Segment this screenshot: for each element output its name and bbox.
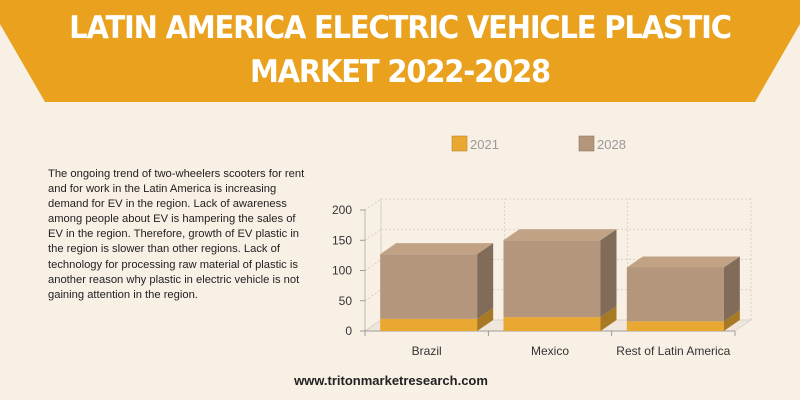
bar-brazil-2028: [380, 243, 494, 319]
bar-brazil-2021: [380, 307, 494, 331]
legend-label-2028: 2028: [597, 137, 626, 152]
bar-side-face: [600, 229, 617, 318]
bar-rest-of-latin-america-2028: [626, 256, 740, 322]
page-title-line-1: LATIN AMERICA ELECTRIC VEHICLE PLASTIC: [69, 8, 732, 46]
title-banner: [0, 0, 800, 102]
bar-mexico-2021: [503, 306, 617, 331]
bar-side-face: [600, 306, 617, 331]
y-tick-label: 100: [332, 264, 352, 278]
y-tick-label: 50: [339, 294, 353, 308]
bar-front-face: [380, 254, 478, 319]
x-category-label: Rest of Latin America: [616, 344, 730, 358]
y-tick-label: 150: [332, 233, 352, 247]
bar-side-face: [723, 256, 740, 322]
legend-label-2021: 2021: [470, 137, 499, 152]
bar-top-face: [503, 229, 617, 241]
bar-front-face: [626, 321, 724, 331]
legend-swatch-2028: [578, 135, 595, 152]
page-title-line-2: MARKET 2022-2028: [249, 52, 551, 90]
chart-legend: 2021 2028: [451, 135, 626, 152]
y-tick-label: 200: [332, 203, 352, 217]
bar-front-face: [503, 240, 601, 318]
bar-front-face: [380, 318, 478, 331]
y-tick-label: 0: [345, 324, 352, 338]
legend-swatch-2021: [451, 135, 468, 152]
x-category-label: Brazil: [412, 344, 442, 358]
bar-side-face: [723, 310, 740, 331]
bar-front-face: [626, 267, 724, 322]
bar-top-face: [380, 243, 494, 255]
gridline-side: [364, 289, 382, 302]
bar-mexico-2028: [503, 229, 617, 318]
bar-rest-of-latin-america-2021: [626, 310, 740, 331]
description-text: The ongoing trend of two-wheelers scoote…: [48, 168, 305, 301]
chart-labels: 0 50 100 150 200 Brazil Mexico Rest of Latin Am…: [332, 203, 731, 358]
bar-front-face: [503, 317, 601, 331]
gridline-side: [364, 228, 382, 241]
gridline-side: [364, 259, 382, 271]
gridline-side: [364, 319, 382, 332]
website-link[interactable]: www.tritonmarketresearch.com: [294, 373, 488, 388]
chart-bars: [380, 229, 740, 331]
x-category-label: Mexico: [531, 344, 569, 358]
bar-top-face: [626, 256, 740, 268]
gridline-side: [364, 198, 382, 211]
bar-side-face: [477, 307, 494, 331]
bar-side-face: [477, 243, 494, 319]
